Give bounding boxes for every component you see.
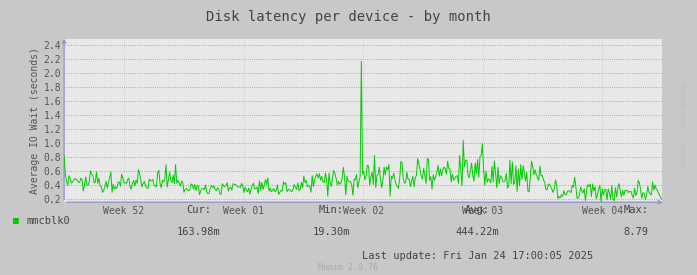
Text: Max:: Max: bbox=[623, 205, 648, 215]
Text: 163.98m: 163.98m bbox=[177, 227, 220, 237]
Text: Last update: Fri Jan 24 17:00:05 2025: Last update: Fri Jan 24 17:00:05 2025 bbox=[362, 251, 593, 261]
Text: mmcblk0: mmcblk0 bbox=[26, 216, 70, 226]
Text: 8.79: 8.79 bbox=[623, 227, 648, 237]
Text: ■: ■ bbox=[13, 216, 18, 226]
Text: Cur:: Cur: bbox=[186, 205, 211, 215]
Text: Avg:: Avg: bbox=[465, 205, 490, 215]
Text: 19.30m: 19.30m bbox=[312, 227, 350, 237]
Y-axis label: Average IO Wait (seconds): Average IO Wait (seconds) bbox=[29, 47, 40, 194]
Text: Disk latency per device - by month: Disk latency per device - by month bbox=[206, 10, 491, 24]
Text: RRDTOOL / TOBI OETIKER: RRDTOOL / TOBI OETIKER bbox=[682, 82, 687, 165]
Text: Min:: Min: bbox=[319, 205, 344, 215]
Text: 444.22m: 444.22m bbox=[456, 227, 499, 237]
Text: Munin 2.0.76: Munin 2.0.76 bbox=[319, 263, 378, 272]
